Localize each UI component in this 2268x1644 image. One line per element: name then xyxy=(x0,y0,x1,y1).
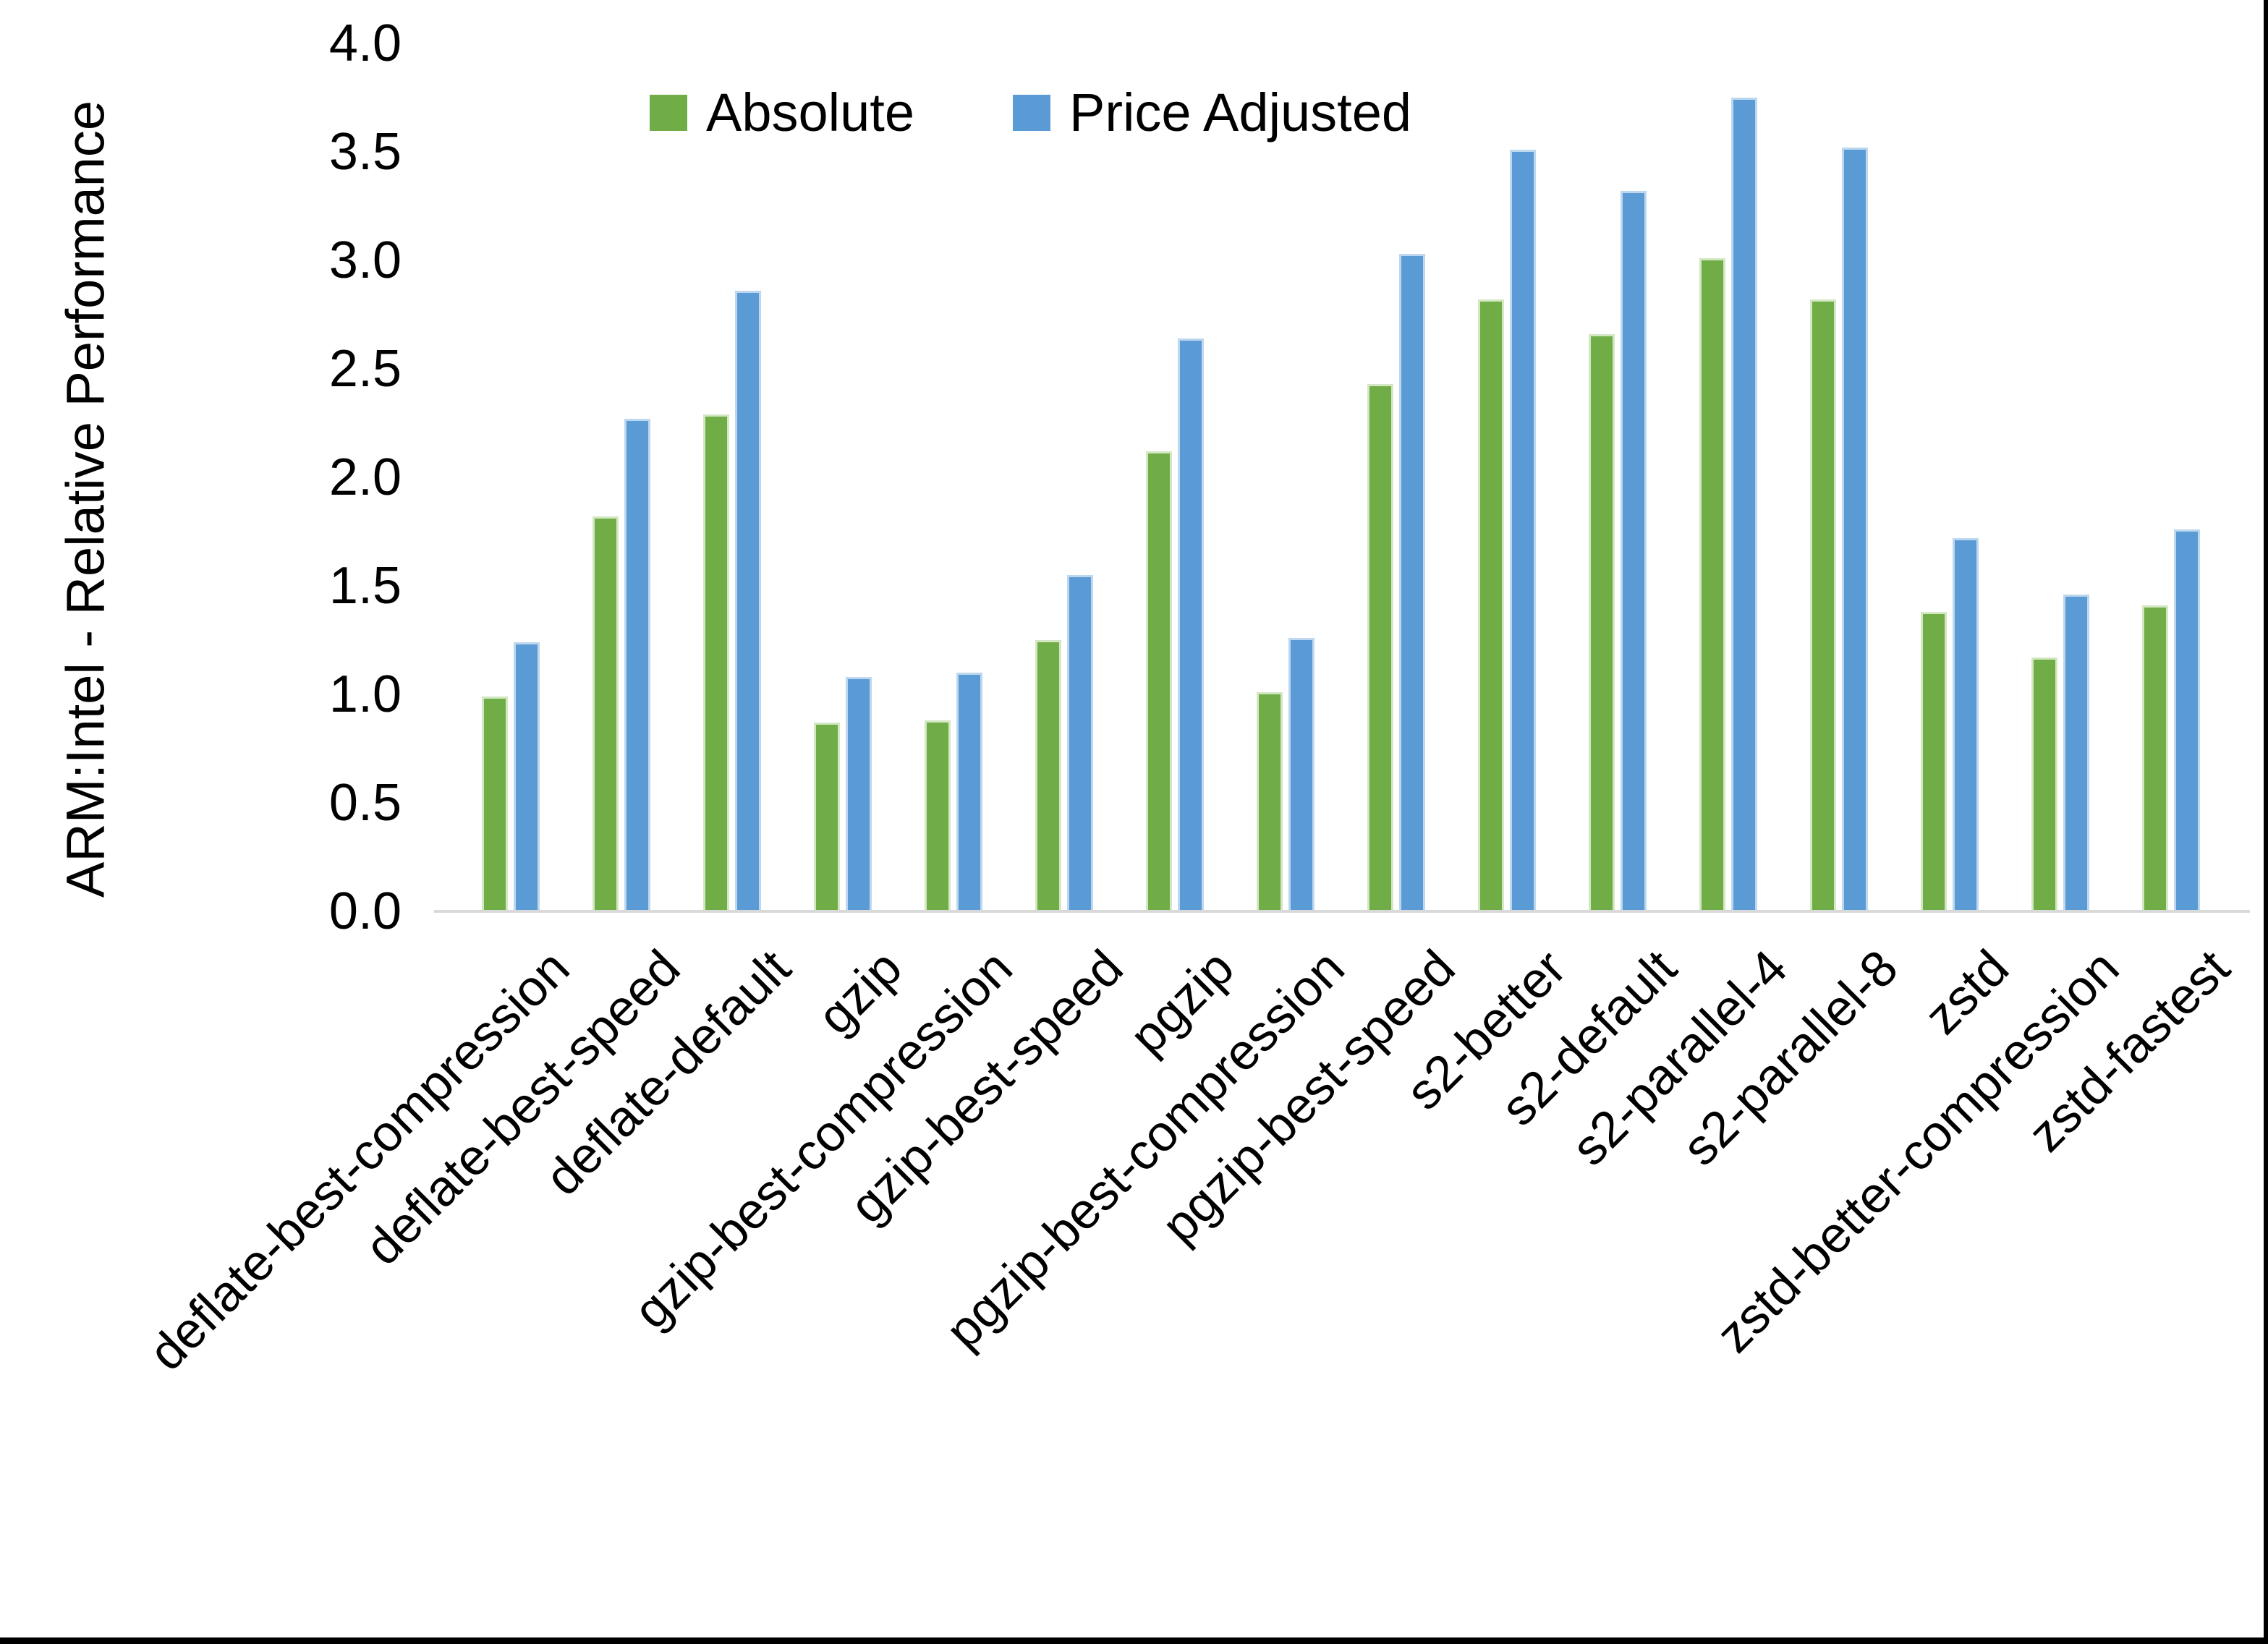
y-tick-label: 2.5 xyxy=(328,340,402,398)
bar-absolute xyxy=(1035,640,1061,911)
bar-price-adjusted xyxy=(956,673,982,911)
legend-label: Price Adjusted xyxy=(1069,82,1412,142)
y-tick-label: 3.0 xyxy=(328,231,402,289)
y-tick-label: 1.0 xyxy=(328,665,402,723)
bottom-border xyxy=(0,1637,2268,1644)
x-tick-label: deflate-best-compression xyxy=(137,939,580,1381)
y-tick-label: 3.5 xyxy=(328,123,402,181)
bar-absolute xyxy=(2031,657,2057,911)
legend-swatch-icon xyxy=(650,95,687,131)
bar-price-adjusted xyxy=(514,642,540,911)
y-tick-label: 4.0 xyxy=(328,14,402,72)
y-axis-title: ARM:Intel - Relative Performance xyxy=(55,100,116,898)
legend-item-price-adjusted: Price Adjusted xyxy=(1012,82,1412,142)
bar-price-adjusted xyxy=(1842,148,1868,911)
bar-price-adjusted xyxy=(1288,638,1314,911)
bar-price-adjusted xyxy=(1399,254,1425,911)
bar-price-adjusted xyxy=(1510,150,1536,911)
legend: Absolute Price Adjusted xyxy=(650,84,1411,142)
bar-absolute xyxy=(1921,612,1947,911)
bar-absolute xyxy=(1699,258,1725,911)
legend-item-absolute: Absolute xyxy=(650,84,914,142)
right-border xyxy=(2264,0,2268,1644)
bar-absolute xyxy=(1589,334,1615,911)
bar-price-adjusted xyxy=(2174,529,2200,911)
bar-price-adjusted xyxy=(735,291,761,911)
bar-absolute xyxy=(1478,299,1504,911)
bar-absolute xyxy=(1810,299,1836,911)
bar-absolute xyxy=(1367,384,1393,911)
bar-price-adjusted xyxy=(1731,98,1757,911)
legend-label: Absolute xyxy=(706,82,914,142)
y-tick-label: 0.0 xyxy=(328,882,402,940)
bar-absolute xyxy=(703,414,729,911)
bar-price-adjusted xyxy=(846,677,872,911)
bar-price-adjusted xyxy=(1067,575,1093,911)
bar-price-adjusted xyxy=(1621,191,1647,911)
y-tick-label: 0.5 xyxy=(328,774,402,832)
bar-absolute xyxy=(1257,692,1283,911)
bar-absolute xyxy=(925,720,951,911)
bar-absolute xyxy=(482,697,508,911)
bar-absolute xyxy=(814,723,840,911)
bar-price-adjusted xyxy=(624,419,650,911)
x-axis-baseline xyxy=(434,910,2250,913)
bar-price-adjusted xyxy=(1953,538,1979,911)
y-tick-label: 1.5 xyxy=(328,557,402,615)
y-tick-label: 2.0 xyxy=(328,448,402,506)
bar-absolute xyxy=(593,516,619,911)
legend-swatch-icon xyxy=(1012,95,1050,131)
bar-absolute xyxy=(2142,605,2168,911)
bar-absolute xyxy=(1146,451,1172,911)
bar-price-adjusted xyxy=(1178,338,1204,911)
bar-price-adjusted xyxy=(2063,595,2089,911)
